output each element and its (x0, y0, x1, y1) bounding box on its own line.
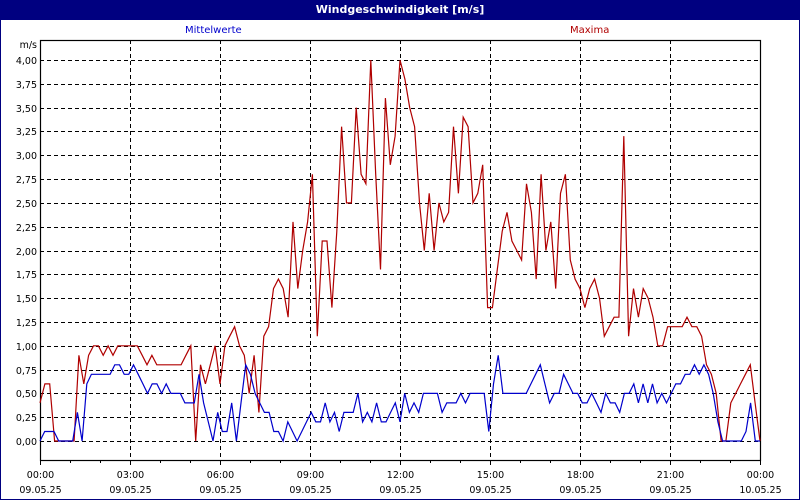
plot-area-border (39, 39, 762, 462)
y-tick-label: 0,75 (16, 366, 37, 377)
x-tick-date: 09.05.25 (469, 485, 511, 496)
y-tick-label: 3,50 (16, 104, 37, 115)
x-tick-date: 09.05.25 (19, 485, 61, 496)
y-axis-unit: m/s (20, 40, 37, 51)
x-tick-time: 06:00 (207, 470, 234, 481)
legend-mean: Mittelwerte (185, 25, 242, 36)
x-tick-time: 21:00 (657, 470, 684, 481)
x-tick-time: 12:00 (387, 470, 414, 481)
x-tick-date: 09.05.25 (649, 485, 691, 496)
x-tick-time: 00:00 (27, 470, 54, 481)
legend-max: Maxima (570, 25, 610, 36)
series-line-maxima (39, 59, 761, 442)
x-tick-date: 09.05.25 (379, 485, 421, 496)
x-tick-date: 09.05.25 (559, 485, 601, 496)
y-tick-label: 0,25 (16, 413, 37, 424)
y-tick-label: 1,75 (16, 270, 37, 281)
y-tick-label: 4,00 (16, 56, 37, 67)
chart-title: Windgeschwindigkeit [m/s] (0, 0, 800, 20)
y-tick-label: 3,75 (16, 80, 37, 91)
y-tick-label: 2,00 (16, 247, 37, 258)
x-tick-time: 18:00 (567, 470, 594, 481)
y-tick-label: 1,00 (16, 342, 37, 353)
series-line-mittelwerte (39, 355, 760, 443)
x-tick-time: 00:00 (747, 470, 774, 481)
x-tick-time: 03:00 (117, 470, 144, 481)
y-tick-label: 3,00 (16, 151, 37, 162)
y-tick-label: 3,25 (16, 127, 37, 138)
y-tick-label: 2,75 (16, 175, 37, 186)
y-tick-label: 1,50 (16, 294, 37, 305)
y-tick-label: 2,25 (16, 223, 37, 234)
x-tick-date: 09.05.25 (199, 485, 241, 496)
y-tick-label: 2,50 (16, 199, 37, 210)
x-tick-date: 09.05.25 (109, 485, 151, 496)
x-tick-time: 09:00 (297, 470, 324, 481)
x-tick-date: 09.05.25 (289, 485, 331, 496)
y-tick-label: 0,00 (16, 437, 37, 448)
y-tick-label: 0,50 (16, 389, 37, 400)
x-tick-time: 15:00 (477, 470, 504, 481)
y-tick-label: 1,25 (16, 318, 37, 329)
x-tick-date: 10.05.25 (739, 485, 781, 496)
